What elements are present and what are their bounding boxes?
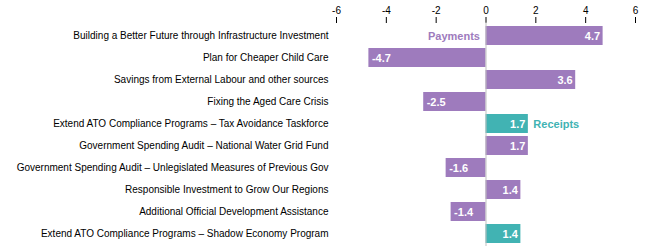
svg-text:6: 6 — [633, 5, 639, 16]
svg-text:Building a Better Future throu: Building a Better Future through Infrast… — [73, 30, 328, 41]
svg-text:Extend ATO Compliance Programs: Extend ATO Compliance Programs – Tax Avo… — [53, 118, 329, 129]
svg-text:0: 0 — [483, 5, 489, 16]
svg-text:1.7: 1.7 — [510, 118, 525, 130]
svg-text:Government Spending Audit – Un: Government Spending Audit – Unlegislated… — [17, 162, 329, 173]
svg-text:Plan for Cheaper Child Care: Plan for Cheaper Child Care — [203, 52, 329, 63]
svg-text:1.4: 1.4 — [503, 228, 519, 240]
svg-text:Additional Official Developmen: Additional Official Development Assistan… — [139, 206, 329, 217]
svg-text:4: 4 — [583, 5, 589, 16]
svg-text:-4: -4 — [382, 5, 391, 16]
svg-text:Government Spending Audit – Na: Government Spending Audit – National Wat… — [79, 140, 328, 151]
svg-text:-2.5: -2.5 — [427, 96, 446, 108]
svg-text:Receipts: Receipts — [533, 118, 579, 130]
svg-text:4.7: 4.7 — [585, 30, 600, 42]
svg-text:-1.6: -1.6 — [449, 162, 468, 174]
svg-text:Savings from External Labour a: Savings from External Labour and other s… — [114, 74, 329, 85]
svg-text:-6: -6 — [332, 5, 341, 16]
svg-text:-2: -2 — [432, 5, 441, 16]
svg-text:Payments: Payments — [428, 30, 480, 42]
svg-text:Extend ATO Compliance Programs: Extend ATO Compliance Programs – Shadow … — [41, 228, 329, 239]
svg-text:1.7: 1.7 — [510, 140, 525, 152]
svg-text:1.4: 1.4 — [503, 184, 519, 196]
svg-text:2: 2 — [533, 5, 539, 16]
svg-text:3.6: 3.6 — [557, 74, 572, 86]
svg-text:-1.4: -1.4 — [454, 206, 474, 218]
svg-text:-4.7: -4.7 — [372, 52, 391, 64]
svg-text:Fixing the Aged Care Crisis: Fixing the Aged Care Crisis — [207, 96, 328, 107]
svg-text:Responsible Investment to Grow: Responsible Investment to Grow Our Regio… — [125, 184, 328, 195]
